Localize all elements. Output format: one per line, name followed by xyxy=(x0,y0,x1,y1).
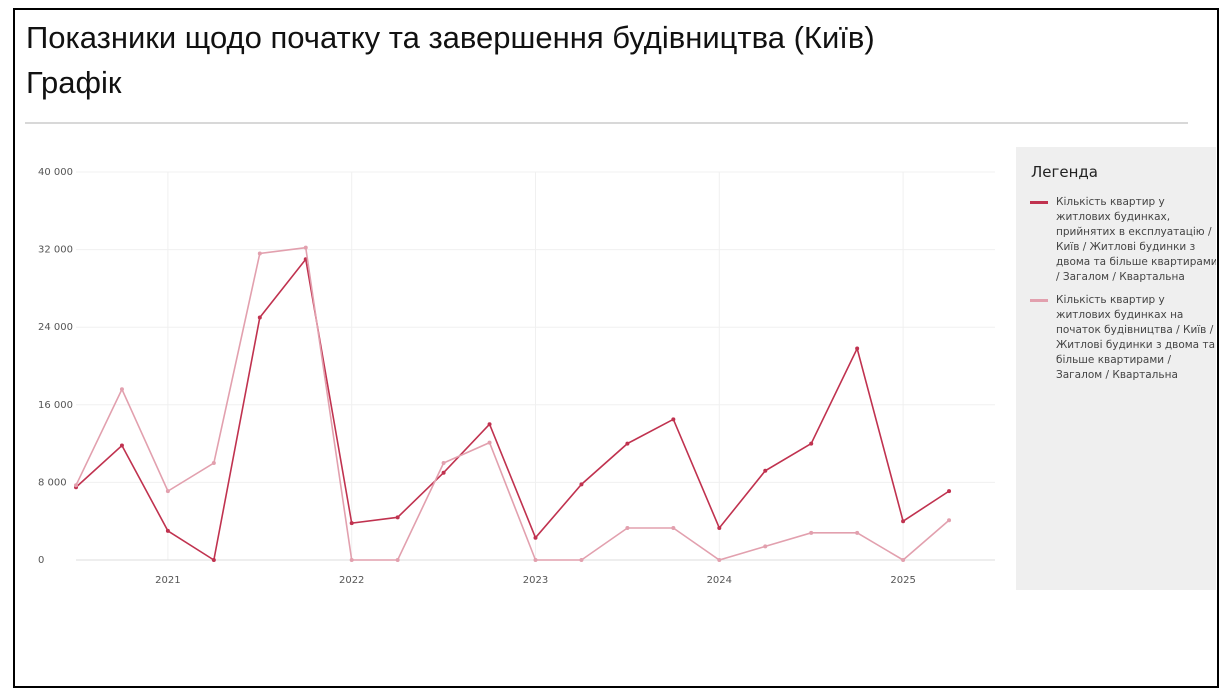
y-tick-label: 0 xyxy=(38,555,44,566)
legend-label: Кількість квартир у житлових будинках на… xyxy=(1056,294,1216,381)
data-point xyxy=(211,558,216,562)
data-point xyxy=(119,387,124,392)
data-point xyxy=(303,245,308,250)
legend-label: Кількість квартир у житлових будинках, п… xyxy=(1056,196,1216,283)
x-tick-label: 2023 xyxy=(523,575,548,586)
data-point xyxy=(947,489,952,494)
data-point xyxy=(579,558,584,562)
data-point xyxy=(119,443,124,448)
data-point xyxy=(579,482,584,487)
series-line xyxy=(75,246,950,561)
chart-subtitle: Графік xyxy=(26,65,122,100)
data-point xyxy=(487,422,492,427)
data-point xyxy=(349,521,354,526)
x-tick-label: 2025 xyxy=(890,575,915,586)
data-point xyxy=(901,558,906,562)
frame xyxy=(13,8,1219,688)
data-point xyxy=(763,468,768,473)
y-tick-label: 24 000 xyxy=(38,322,73,333)
data-point xyxy=(901,519,906,524)
legend: Легенда Кількість квартир у житлових буд… xyxy=(1016,147,1216,590)
data-point xyxy=(257,315,262,320)
data-point xyxy=(395,558,400,562)
data-point xyxy=(211,461,216,465)
data-point xyxy=(809,530,814,535)
x-tick-label: 2024 xyxy=(707,575,732,586)
data-point xyxy=(74,483,78,488)
data-point xyxy=(349,558,354,562)
data-point xyxy=(809,441,814,446)
data-point xyxy=(533,558,538,562)
data-point xyxy=(165,489,170,494)
data-point xyxy=(855,530,860,535)
data-point xyxy=(487,440,492,445)
legend-entry: Кількість квартир у житлових будинках на… xyxy=(1030,293,1216,383)
data-point xyxy=(763,544,768,549)
x-tick-label: 2021 xyxy=(155,575,180,586)
y-tick-label: 40 000 xyxy=(38,167,73,178)
data-point xyxy=(533,535,538,540)
data-point xyxy=(855,346,860,351)
legend-title: Легенда xyxy=(1031,163,1098,181)
chart-title: Показники щодо початку та завершення буд… xyxy=(26,20,875,55)
data-point xyxy=(441,461,446,465)
x-tick-label: 2022 xyxy=(339,575,364,586)
data-point xyxy=(257,251,262,256)
data-point xyxy=(717,558,722,562)
y-tick-label: 16 000 xyxy=(38,400,73,411)
legend-swatch xyxy=(1030,299,1048,302)
data-point xyxy=(717,525,722,530)
data-point xyxy=(947,518,952,523)
divider xyxy=(25,122,1188,124)
data-point xyxy=(165,528,170,533)
data-point xyxy=(625,525,630,530)
data-point xyxy=(671,417,676,422)
data-point xyxy=(395,515,400,520)
y-tick-label: 8 000 xyxy=(38,477,67,488)
y-tick-label: 32 000 xyxy=(38,245,73,256)
data-point xyxy=(441,470,446,475)
legend-swatch xyxy=(1030,201,1048,204)
data-point xyxy=(625,441,630,446)
data-point xyxy=(671,525,676,530)
legend-entry: Кількість квартир у житлових будинках, п… xyxy=(1030,195,1216,285)
series-line xyxy=(75,257,950,562)
